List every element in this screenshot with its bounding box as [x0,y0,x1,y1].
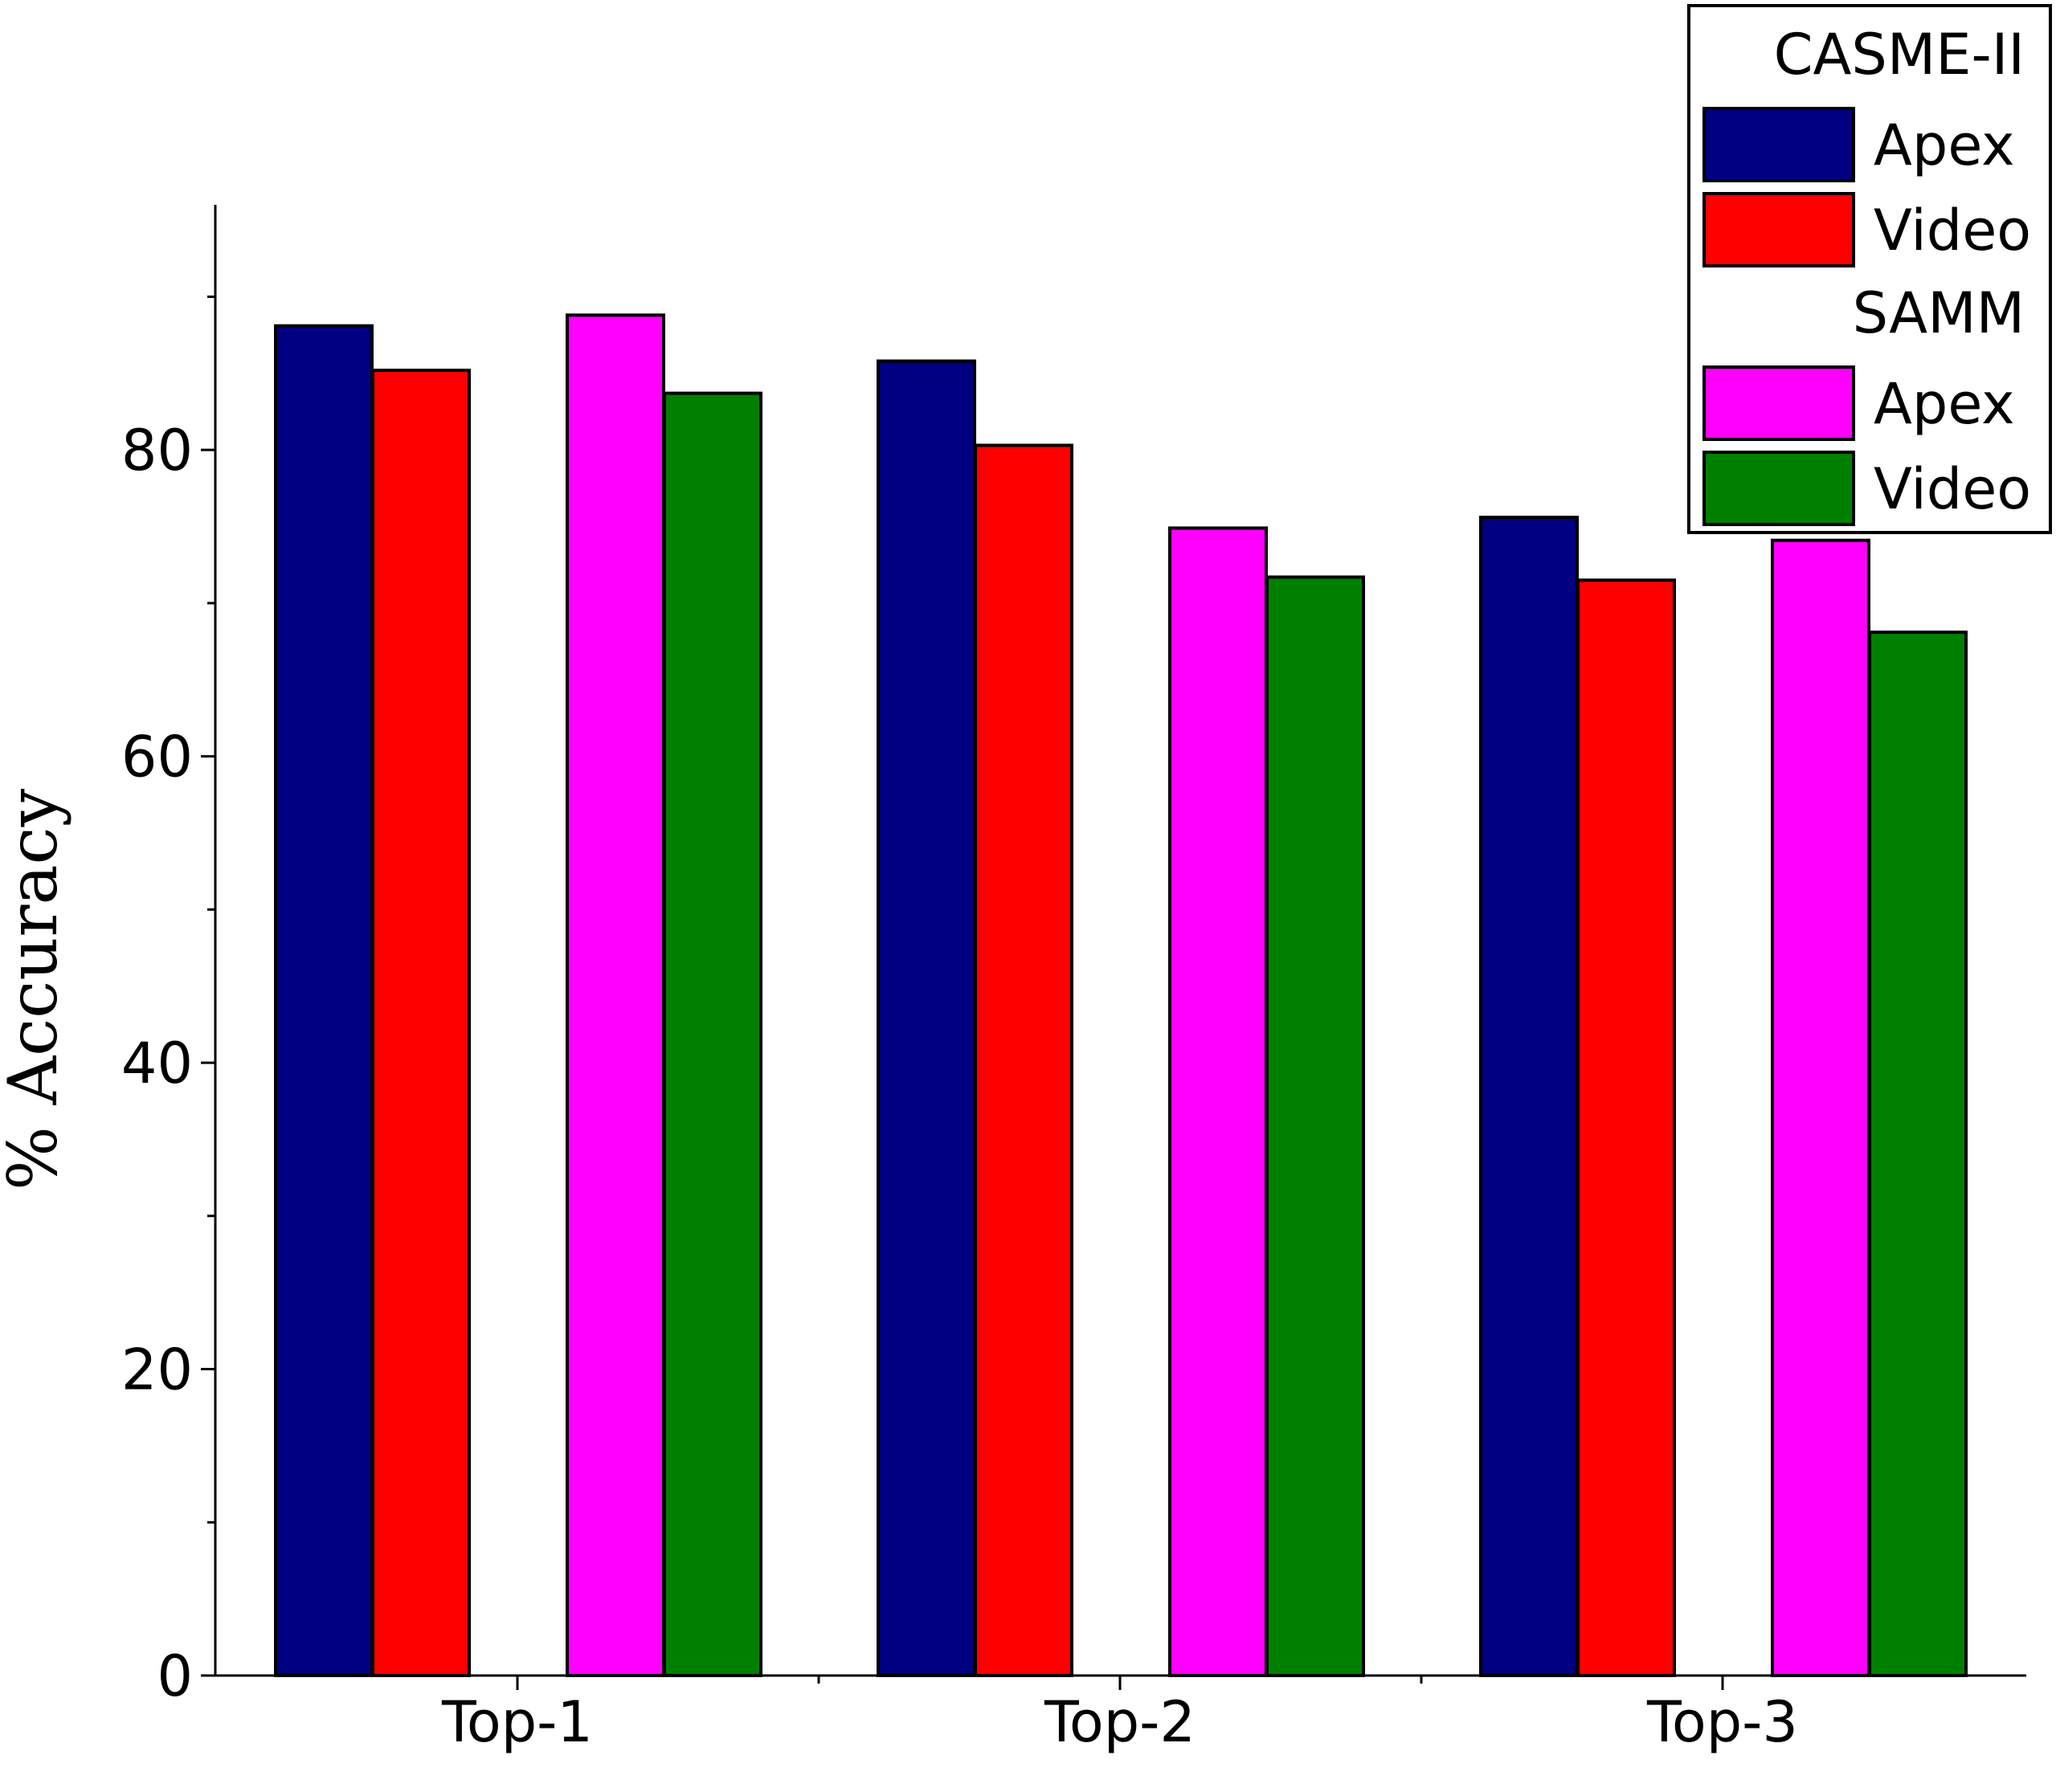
legend-entry-label: Video [1874,456,2031,522]
legend-swatch [1702,365,1855,441]
legend-group-title: SAMM [1853,280,2025,346]
x-tick-label: Top-3 [1646,1689,1798,1755]
x-tick-label: Top-2 [1044,1689,1196,1755]
bar-top-3-samm-apex [1771,538,1870,1677]
legend-entry-label: Apex [1874,112,2015,178]
bar-top-1-casme-ii-video [371,368,471,1677]
legend-swatch [1702,451,1855,526]
bar-top-1-samm-apex [566,313,665,1678]
y-tick-label: 20 [121,1337,193,1403]
bar-top-1-samm-video [663,391,762,1677]
legend-entry-label: Apex [1874,371,2015,437]
y-axis-label: % Accuracy [0,788,72,1190]
bar-top-2-samm-apex [1168,526,1268,1677]
y-tick-label: 60 [121,725,193,790]
bar-top-2-samm-video [1265,575,1365,1677]
bar-top-2-casme-ii-video [974,443,1073,1677]
legend-swatch [1702,192,1855,267]
x-tick-label: Top-1 [441,1689,593,1755]
bar-top-2-casme-ii-apex [877,359,976,1678]
bars-layer [274,313,1968,1678]
axes-layer: Top-1 Top-2 Top-3 0 20 40 60 80 [121,205,2026,1755]
y-tick-label: 80 [121,418,193,484]
y-tick-label: 0 [157,1643,193,1709]
legend-box [1687,4,2052,534]
legend: CASME-II Apex Video SAMM Apex Video [1687,4,2052,534]
y-tick-label: 40 [121,1031,193,1096]
bar-top-1-casme-ii-apex [274,324,374,1678]
bar-top-3-casme-ii-video [1576,578,1676,1677]
legend-swatch [1702,107,1855,182]
legend-group-title: CASME-II [1774,22,2025,88]
bar-top-3-casme-ii-apex [1479,516,1579,1677]
legend-entry-label: Video [1874,198,2031,263]
bar-top-3-samm-video [1868,631,1968,1677]
